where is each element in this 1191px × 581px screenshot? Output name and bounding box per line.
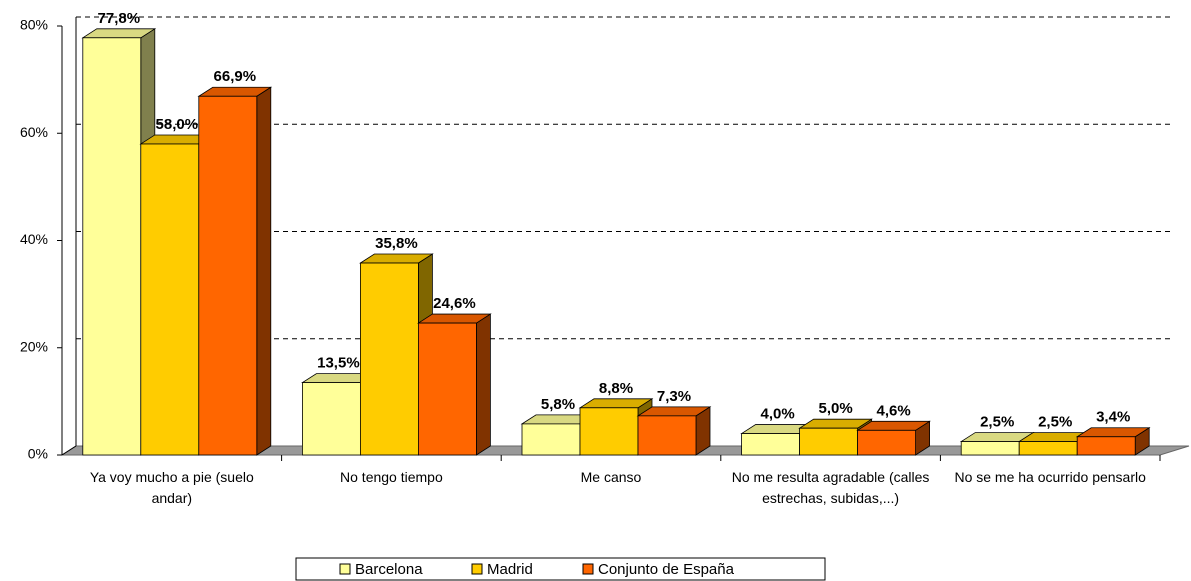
bar bbox=[82, 37, 142, 456]
bar bbox=[960, 441, 1020, 456]
legend-box bbox=[295, 557, 826, 581]
bar bbox=[1076, 436, 1136, 456]
legend-swatch bbox=[471, 563, 483, 575]
bar bbox=[637, 415, 697, 456]
bar bbox=[198, 95, 258, 456]
value-label: 2,5% bbox=[1038, 414, 1072, 431]
x-tick-label: Ya voy mucho a pie (suelo andar) bbox=[89, 469, 254, 506]
x-tick-label: No tengo tiempo bbox=[340, 469, 443, 485]
value-label: 77,8% bbox=[98, 10, 141, 27]
legend-swatch bbox=[582, 563, 594, 575]
y-tick-label: 40% bbox=[20, 231, 48, 247]
bar-side bbox=[475, 313, 491, 456]
y-tick-label: 20% bbox=[20, 338, 48, 354]
value-label: 3,4% bbox=[1096, 409, 1130, 426]
bar bbox=[741, 433, 800, 456]
value-label: 5,0% bbox=[818, 400, 852, 417]
bar-side bbox=[256, 86, 272, 456]
value-label: 5,8% bbox=[541, 396, 575, 413]
value-label: 2,5% bbox=[980, 414, 1014, 431]
x-tick-label: No me resulta agradable (calles estrecha… bbox=[731, 469, 930, 506]
legend-label: Madrid bbox=[487, 561, 533, 578]
value-label: 4,0% bbox=[760, 406, 794, 423]
bar bbox=[799, 427, 858, 456]
y-tick-label: 0% bbox=[28, 446, 48, 462]
y-tick-label: 80% bbox=[20, 17, 48, 33]
bar bbox=[417, 322, 477, 456]
value-label: 13,5% bbox=[317, 355, 360, 372]
bar bbox=[1018, 441, 1078, 456]
x-tick-label: Me canso bbox=[580, 469, 642, 485]
bar bbox=[301, 382, 361, 456]
bar bbox=[857, 429, 916, 456]
bar bbox=[579, 407, 639, 456]
value-label: 4,6% bbox=[876, 402, 910, 419]
bar bbox=[140, 143, 200, 456]
bar bbox=[359, 262, 419, 456]
value-label: 24,6% bbox=[433, 295, 476, 312]
y-axis-depth bbox=[61, 445, 77, 456]
legend-swatch bbox=[339, 563, 351, 575]
bar bbox=[521, 423, 581, 456]
value-label: 66,9% bbox=[214, 68, 257, 85]
y-tick-label: 60% bbox=[20, 124, 48, 140]
legend-label: Barcelona bbox=[355, 561, 423, 578]
value-label: 58,0% bbox=[156, 116, 199, 133]
value-label: 7,3% bbox=[657, 388, 691, 405]
value-label: 35,8% bbox=[375, 235, 418, 252]
value-label: 8,8% bbox=[599, 380, 633, 397]
legend-label: Conjunto de España bbox=[598, 561, 735, 578]
x-tick-label: No se me ha ocurrido pensarlo bbox=[954, 469, 1146, 485]
